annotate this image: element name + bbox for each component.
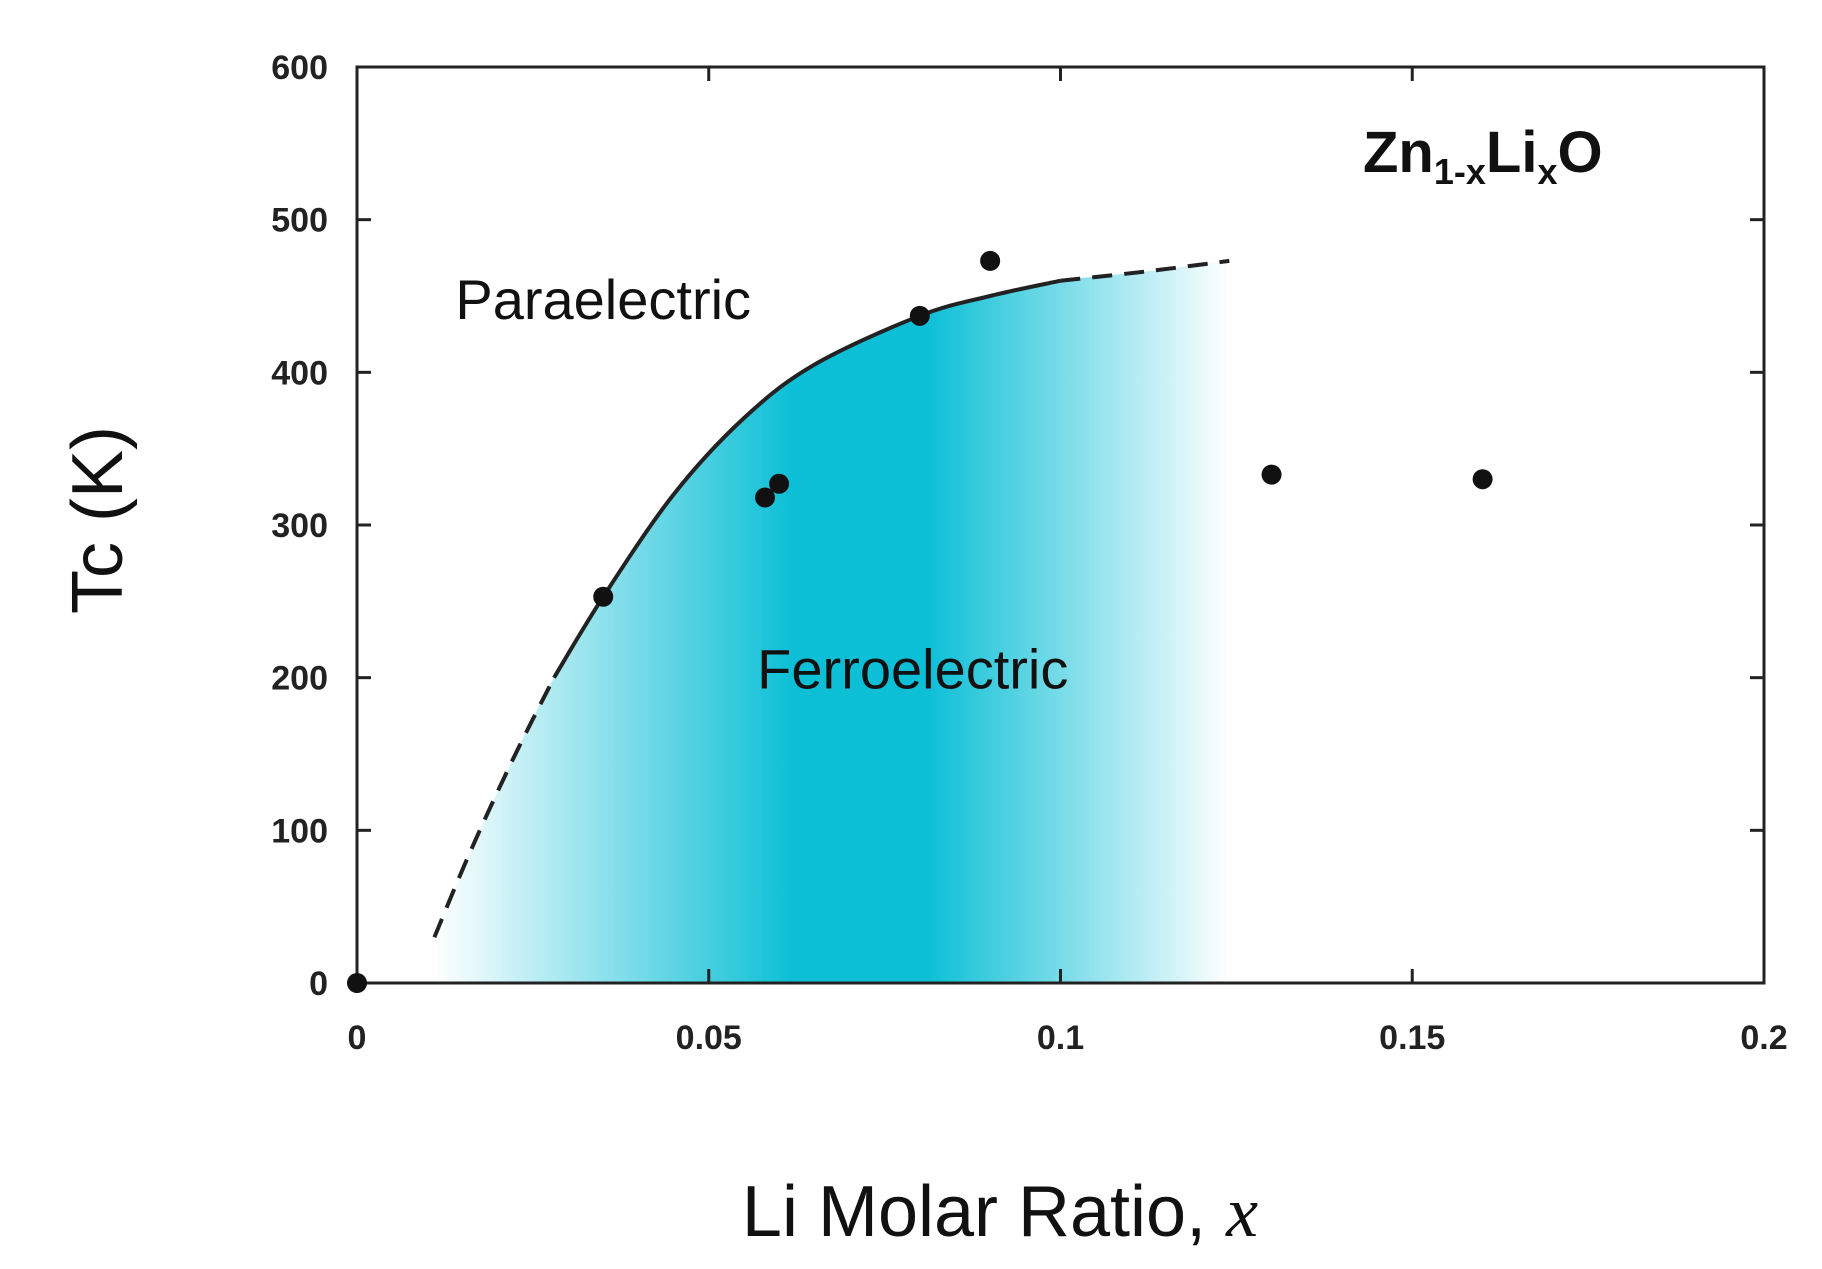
data-point — [980, 250, 1001, 271]
x-tick-label: 0.15 — [1379, 1019, 1445, 1057]
data-point — [347, 973, 367, 993]
phase-boundary-dashed-low — [432, 676, 556, 938]
y-axis-title: Tc (K) — [58, 426, 138, 614]
phase-boundary-dashed-high — [1060, 258, 1230, 283]
compound-zn: Zn — [1363, 120, 1434, 185]
compound-li: Li — [1486, 120, 1538, 185]
x-tick-label: 0 — [348, 1019, 367, 1057]
y-tick-label: 200 — [271, 660, 328, 698]
y-tick-label: 0 — [309, 965, 328, 1003]
data-point — [1261, 464, 1282, 485]
x-tick-label: 0.05 — [676, 1019, 742, 1057]
data-point — [909, 305, 930, 326]
compound-sub-1-x: 1-x — [1434, 151, 1486, 192]
data-point — [769, 473, 790, 494]
ferroelectric-label: Ferroelectric — [757, 637, 1068, 700]
compound-label: Zn1-xLixO — [1363, 120, 1603, 192]
paraelectric-label: Paraelectric — [455, 268, 751, 331]
data-point — [593, 586, 614, 607]
data-point — [1472, 469, 1493, 490]
x-axis-title-main: Li Molar Ratio, — [742, 1172, 1226, 1252]
compound-sub-x: x — [1537, 151, 1557, 192]
x-axis-title-variable: x — [1225, 1172, 1258, 1252]
data-point — [755, 487, 776, 508]
x-tick-label: 0.2 — [1740, 1019, 1787, 1057]
x-axis-title: Li Molar Ratio, x — [742, 1172, 1258, 1252]
y-tick-label: 400 — [271, 354, 328, 392]
y-tick-label: 100 — [271, 812, 328, 850]
y-tick-label: 500 — [271, 202, 328, 240]
x-tick-label: 0.1 — [1037, 1019, 1084, 1057]
ferroelectric-region-shading — [434, 260, 1230, 983]
y-tick-label: 600 — [271, 49, 328, 87]
phase-boundary-curve — [552, 278, 1061, 679]
compound-o: O — [1557, 120, 1602, 185]
y-tick-label: 300 — [271, 507, 328, 545]
